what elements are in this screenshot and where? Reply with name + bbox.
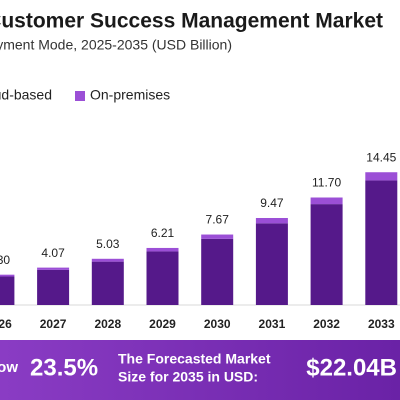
bar-segment [146, 251, 179, 305]
total-label: 9.47 [260, 196, 284, 210]
total-label: 3.30 [0, 253, 10, 267]
total-label: 5.03 [96, 237, 120, 251]
legend-label: On-premises [90, 87, 170, 103]
footer-cagr: 23.5% [30, 354, 98, 381]
x-tick-label: 2030 [204, 317, 231, 331]
bar-segment [255, 223, 288, 305]
chart-title: Customer Success Management Market [0, 10, 383, 33]
footer-forecast-text: Size for 2035 in USD: [118, 369, 258, 385]
total-label: 6.21 [151, 226, 175, 240]
bar-segment [91, 258, 124, 262]
chart-subtitle: Deployment Mode, 2025-2035 (USD Billion) [0, 37, 232, 53]
footer-forecast-text: The Forecasted Market [118, 351, 271, 367]
x-tick-label: 2033 [368, 317, 395, 331]
bar-segment [0, 276, 15, 305]
legend-label: Cloud-based [0, 87, 52, 103]
x-tick-label: 2031 [259, 317, 286, 331]
bar-segment [365, 172, 398, 181]
bar-segment [37, 267, 70, 270]
x-tick-label: 2032 [313, 317, 340, 331]
footer-forecast: $22.04B [306, 354, 397, 381]
bar-segment [201, 238, 234, 305]
bar-segment [255, 217, 288, 224]
total-label: 4.07 [41, 246, 65, 260]
bar-segment [146, 247, 179, 252]
bar-segment [0, 274, 15, 277]
x-tick-label: 2029 [149, 317, 176, 331]
bar-segment [201, 234, 234, 239]
x-tick-label: 2026 [0, 317, 12, 331]
total-label: 11.70 [312, 176, 341, 190]
legend-swatch [75, 91, 85, 101]
bar-segment [310, 204, 343, 305]
bar-segment [365, 180, 398, 305]
bar-segment [91, 261, 124, 305]
x-tick-label: 2027 [40, 317, 67, 331]
bar-segment [37, 269, 70, 305]
footer-cagr-text: Grow [0, 359, 18, 376]
total-label: 14.45 [366, 150, 396, 164]
x-tick-label: 2028 [94, 317, 121, 331]
total-label: 7.67 [206, 213, 230, 227]
bar-segment [310, 197, 343, 205]
footer-band [0, 340, 400, 400]
